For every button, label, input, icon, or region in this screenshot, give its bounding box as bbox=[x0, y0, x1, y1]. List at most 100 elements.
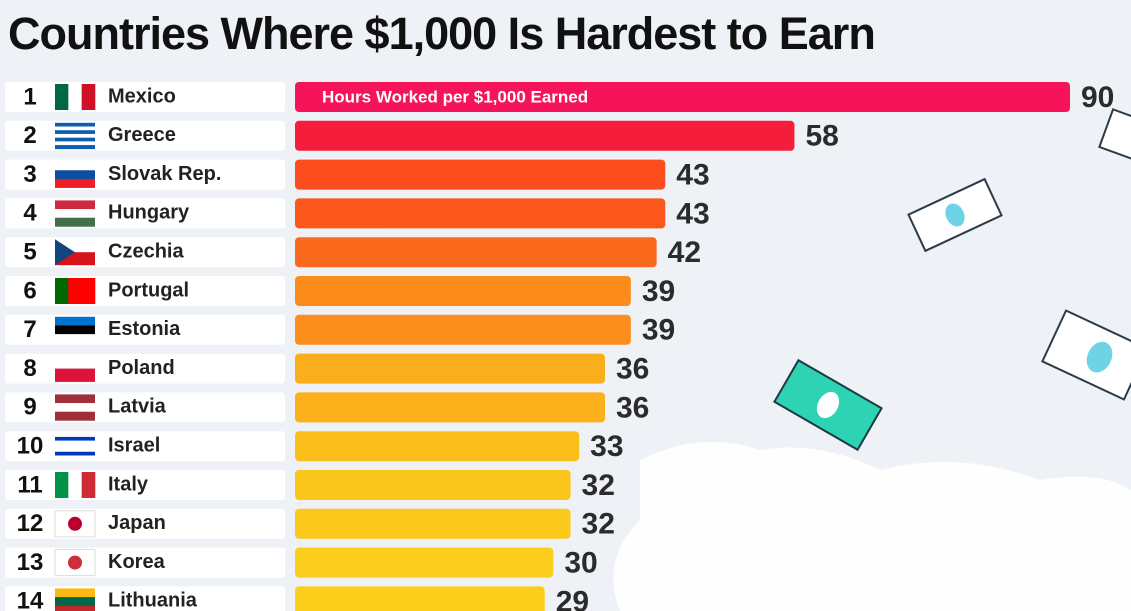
money-icons bbox=[773, 108, 1131, 452]
rank-label: 1 bbox=[23, 83, 36, 110]
flag-stripe bbox=[55, 451, 95, 456]
flag bbox=[55, 200, 95, 227]
bar bbox=[295, 353, 605, 384]
bar bbox=[295, 508, 571, 539]
value-label: 36 bbox=[616, 391, 649, 424]
rank-label: 7 bbox=[23, 316, 36, 343]
value-label: 39 bbox=[642, 314, 675, 347]
flag-stripe bbox=[55, 122, 95, 127]
flag-stripe bbox=[55, 472, 69, 498]
flag-stripe bbox=[68, 84, 82, 110]
value-label: 36 bbox=[616, 353, 649, 386]
category-label: Portugal bbox=[108, 279, 189, 301]
rank-label: 3 bbox=[23, 161, 36, 188]
flag-stripe bbox=[55, 440, 95, 445]
bar bbox=[295, 159, 666, 190]
category-label: Italy bbox=[108, 473, 149, 495]
flag-stripe bbox=[55, 436, 95, 441]
category-label: Lithuania bbox=[108, 590, 198, 611]
flag-stripe bbox=[55, 411, 95, 421]
flag-stripe bbox=[55, 605, 95, 611]
category-label: Korea bbox=[108, 551, 166, 573]
flag-stripe bbox=[55, 355, 95, 369]
flag bbox=[55, 394, 95, 421]
rank-label: 9 bbox=[23, 394, 36, 421]
flag-stripe bbox=[55, 200, 95, 210]
flag-stripe bbox=[55, 597, 95, 607]
flag-stripe bbox=[55, 334, 95, 344]
flag-stripe bbox=[81, 84, 96, 110]
flag-stripe bbox=[55, 209, 95, 219]
bar bbox=[295, 586, 545, 611]
bar bbox=[295, 198, 666, 229]
rank-label: 14 bbox=[17, 588, 44, 611]
value-label: 29 bbox=[556, 585, 589, 611]
flag bbox=[55, 355, 95, 382]
chart-title: Countries Where $1,000 Is Hardest to Ear… bbox=[8, 8, 875, 59]
annotation: Hours Worked per $1,000 Earned bbox=[322, 87, 588, 106]
bar bbox=[295, 276, 631, 306]
category-label: Mexico bbox=[108, 85, 176, 107]
flag-stripe bbox=[55, 137, 95, 142]
flag-stripe bbox=[55, 133, 95, 138]
flag-stripe bbox=[55, 161, 95, 171]
flag-stripe bbox=[55, 394, 95, 404]
flag-stripe bbox=[55, 130, 95, 135]
value-label: 39 bbox=[642, 275, 675, 308]
flag-stripe bbox=[55, 316, 95, 326]
value-label: 43 bbox=[676, 159, 709, 192]
flag-stripe bbox=[55, 444, 95, 449]
bar bbox=[295, 547, 554, 578]
flag-stripe bbox=[68, 278, 82, 304]
flag bbox=[54, 510, 96, 538]
flag bbox=[55, 239, 95, 266]
category-label: Latvia bbox=[108, 396, 167, 418]
rank-label: 2 bbox=[23, 122, 36, 149]
value-label: 30 bbox=[564, 547, 597, 580]
flag-stripe bbox=[81, 472, 96, 498]
rank-label: 4 bbox=[23, 200, 37, 227]
bar bbox=[295, 392, 605, 423]
flag-stripe bbox=[55, 368, 95, 382]
flag-stripe bbox=[55, 325, 95, 335]
bar bbox=[295, 120, 795, 151]
flag-stripe bbox=[68, 472, 82, 498]
value-label: 42 bbox=[668, 236, 701, 269]
flag bbox=[55, 161, 95, 188]
category-label: Estonia bbox=[108, 318, 181, 340]
value-label: 43 bbox=[676, 197, 709, 230]
flag-stripe bbox=[55, 141, 95, 146]
flag-triangle bbox=[55, 239, 75, 266]
flag-stripe bbox=[55, 448, 95, 453]
flag-disc bbox=[68, 516, 82, 531]
flag-stripe bbox=[55, 588, 95, 598]
flag bbox=[55, 433, 95, 460]
rank-label: 5 bbox=[23, 239, 36, 266]
rank-label: 8 bbox=[23, 355, 36, 382]
value-label: 32 bbox=[582, 508, 615, 541]
value-label: 90 bbox=[1081, 81, 1114, 114]
flag-stripe bbox=[55, 126, 95, 131]
flag-stripe bbox=[55, 84, 69, 110]
category-label: Slovak Rep. bbox=[108, 163, 221, 185]
bar bbox=[295, 82, 1070, 112]
category-label: Poland bbox=[108, 357, 175, 379]
category-label: Greece bbox=[108, 124, 176, 146]
flag-stripe bbox=[55, 145, 95, 150]
flag bbox=[54, 549, 96, 577]
world-map bbox=[613, 442, 1131, 611]
rank-label: 10 bbox=[17, 433, 44, 460]
value-label: 58 bbox=[805, 120, 838, 153]
category-label: Czechia bbox=[108, 240, 184, 262]
flag bbox=[55, 84, 96, 110]
flag-stripe bbox=[55, 403, 95, 413]
flag-disc bbox=[68, 555, 82, 570]
flag-stripe bbox=[55, 433, 95, 438]
flag bbox=[55, 472, 96, 498]
flag-stripe bbox=[55, 455, 95, 460]
flag bbox=[55, 316, 95, 344]
bar bbox=[295, 314, 631, 345]
value-label: 33 bbox=[590, 430, 623, 463]
